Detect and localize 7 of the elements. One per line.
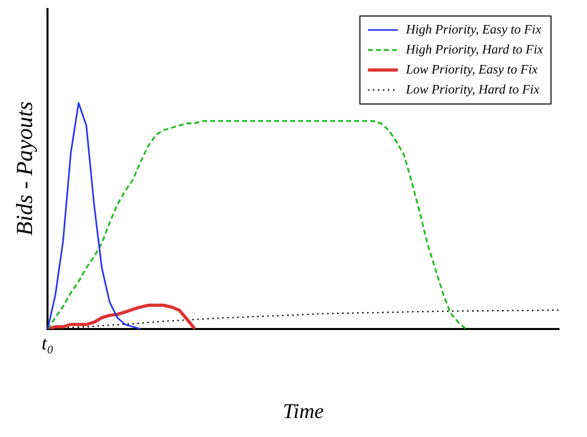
text: t₀ [42,334,54,354]
legend-label: Low Priority, Easy to Fix [404,61,538,76]
legend-label: High Priority, Hard to Fix [404,41,544,56]
x-axis-title: Time [282,398,324,423]
y-axis-title: Bids - Payouts [12,101,37,236]
legend-label: Low Priority, Hard to Fix [404,81,540,96]
legend-label: High Priority, Easy to Fix [404,21,542,36]
